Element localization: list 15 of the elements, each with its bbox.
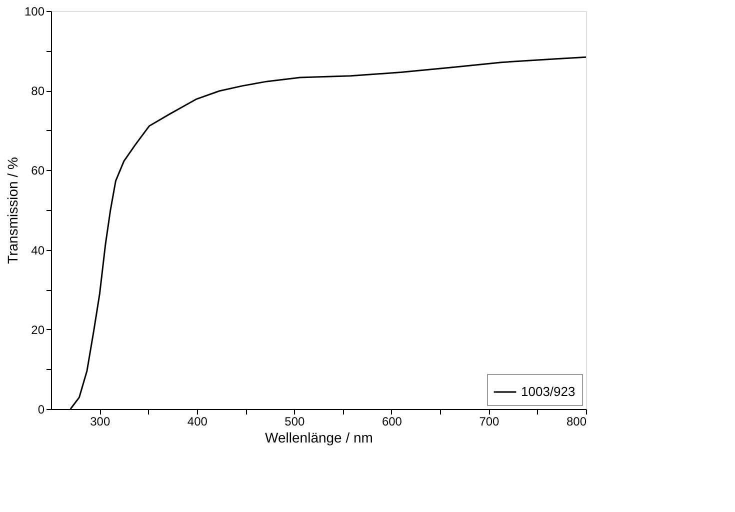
y-tick-label: 0 [38, 402, 45, 416]
y-tick-label: 80 [31, 84, 45, 98]
y-tick-label: 40 [31, 243, 45, 258]
x-tick-label: 400 [187, 414, 208, 428]
legend-label: 1003/923 [521, 384, 576, 399]
x-tick-label: 300 [90, 414, 110, 428]
x-tick-label: 600 [382, 414, 402, 428]
y-axis-title: Transmission / % [4, 157, 20, 264]
x-tick-label: 700 [479, 414, 500, 428]
y-tick-label: 100 [24, 4, 45, 18]
x-axis-title: Wellenlänge / nm [265, 430, 373, 446]
x-tick-label: 800 [566, 414, 587, 428]
y-tick-label: 60 [31, 164, 45, 178]
x-tick-label: 500 [284, 414, 306, 428]
y-tick-label: 20 [31, 322, 45, 337]
